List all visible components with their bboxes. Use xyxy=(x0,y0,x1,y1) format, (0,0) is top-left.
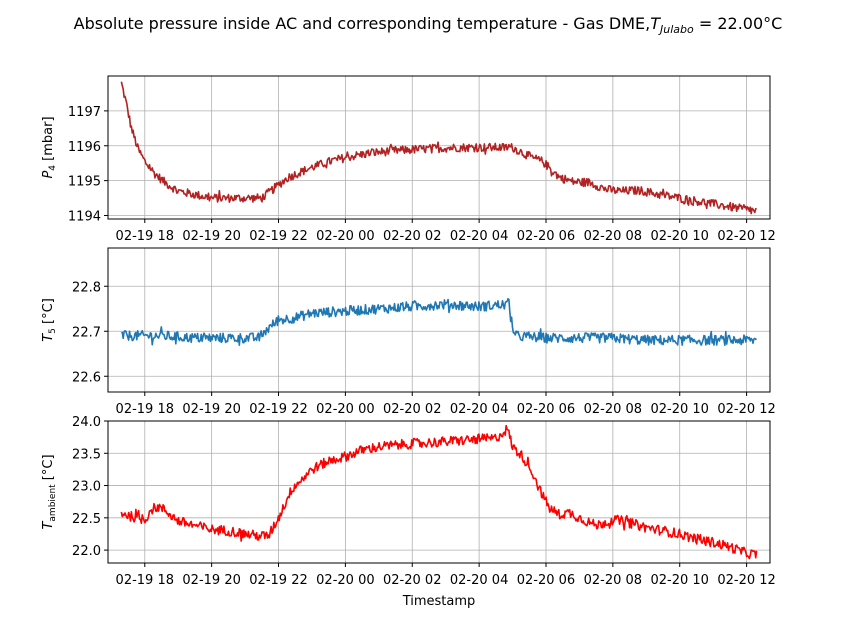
figure-title: Absolute pressure inside AC and correspo… xyxy=(74,14,783,36)
x-tick-label: 02-19 20 xyxy=(182,573,240,588)
x-tick-label: 02-20 02 xyxy=(383,229,441,244)
x-tick-label: 02-19 18 xyxy=(116,402,174,417)
x-tick-label: 02-20 08 xyxy=(584,229,642,244)
x-tick-label: 02-20 04 xyxy=(450,402,508,417)
x-tick-label: 02-20 02 xyxy=(383,573,441,588)
y-tick-label: 1197 xyxy=(68,105,101,120)
axes-frame xyxy=(107,75,771,220)
x-tick-label: 02-19 20 xyxy=(182,402,240,417)
x-tick-label: 02-19 22 xyxy=(249,402,307,417)
x-axis-label: Timestamp xyxy=(402,594,476,609)
x-tick-label: 02-20 10 xyxy=(651,573,709,588)
x-tick-label: 02-20 02 xyxy=(383,402,441,417)
y-tick-label: 24.0 xyxy=(72,415,101,430)
x-tick-label: 02-19 22 xyxy=(249,229,307,244)
x-tick-label: 02-20 08 xyxy=(584,573,642,588)
y-tick-label: 22.8 xyxy=(72,280,101,295)
x-tick-label: 02-19 20 xyxy=(182,229,240,244)
axes-frame xyxy=(107,247,771,393)
x-tick-label: 02-20 10 xyxy=(651,402,709,417)
x-tick-label: 02-20 00 xyxy=(316,229,374,244)
y-tick-label: 23.5 xyxy=(72,447,101,462)
x-tick-label: 02-20 00 xyxy=(316,402,374,417)
x-tick-label: 02-20 12 xyxy=(717,402,775,417)
y-tick-label: 1196 xyxy=(68,140,101,155)
x-tick-label: 02-19 22 xyxy=(249,573,307,588)
y-axis-label: T5 [°C] xyxy=(41,298,58,342)
x-tick-label: 02-20 04 xyxy=(450,573,508,588)
y-tick-label: 22.7 xyxy=(72,325,101,340)
x-tick-label: 02-19 18 xyxy=(116,229,174,244)
series-line xyxy=(121,298,757,347)
series-line xyxy=(120,81,757,215)
y-tick-label: 22.0 xyxy=(72,544,101,559)
y-axis-label: Tambient [°C] xyxy=(41,454,58,529)
y-axis-label: P4 [mbar] xyxy=(41,116,58,178)
x-tick-label: 02-20 06 xyxy=(517,573,575,588)
temperature-t5-panel: 02-19 18 02-19 20 02-19 22 02-20 00 02-20 02… xyxy=(41,247,776,417)
series-line xyxy=(120,424,758,560)
x-tick-label: 02-20 12 xyxy=(717,229,775,244)
y-tick-label: 1195 xyxy=(68,175,101,190)
x-tick-label: 02-20 10 xyxy=(651,229,709,244)
axes-frame xyxy=(107,420,771,564)
x-tick-label: 02-19 18 xyxy=(116,573,174,588)
y-tick-label: 22.5 xyxy=(72,512,101,527)
y-tick-label: 1194 xyxy=(68,210,101,225)
y-tick-label: 23.0 xyxy=(72,480,101,495)
x-tick-label: 02-20 08 xyxy=(584,402,642,417)
pressure-p4-panel: 02-19 18 02-19 20 02-19 22 02-20 00 02-20 02… xyxy=(41,75,776,244)
ambient-temperature-panel: 02-19 18 02-19 20 02-19 22 02-20 00 02-20 02… xyxy=(41,415,776,588)
x-tick-label: 02-20 04 xyxy=(450,229,508,244)
x-tick-label: 02-20 06 xyxy=(517,229,575,244)
x-tick-label: 02-20 00 xyxy=(316,573,374,588)
y-tick-label: 22.6 xyxy=(72,370,101,385)
x-tick-label: 02-20 12 xyxy=(717,573,775,588)
x-tick-label: 02-20 06 xyxy=(517,402,575,417)
